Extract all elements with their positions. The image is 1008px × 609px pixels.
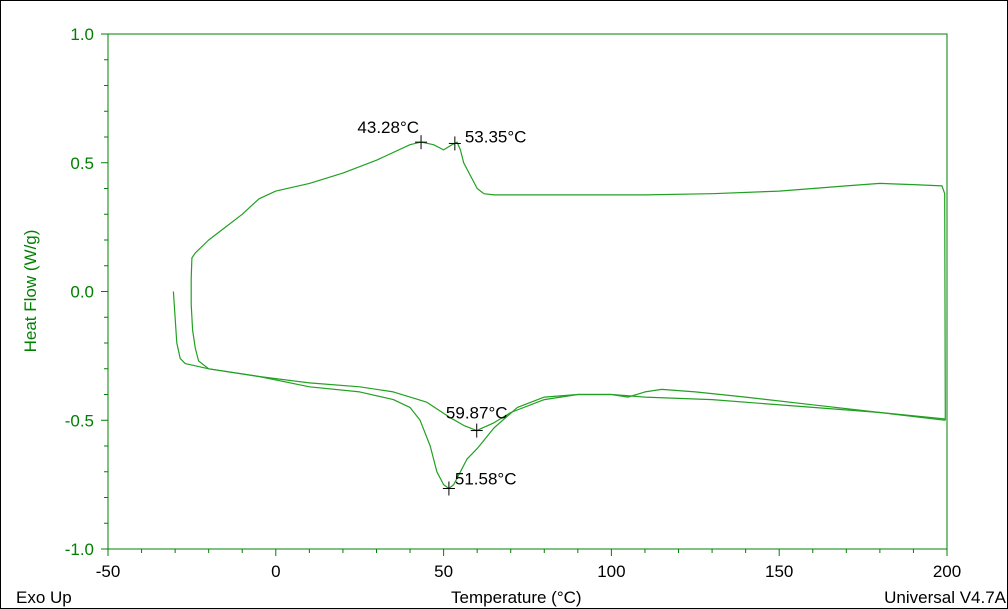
x-tick-label: -50 (96, 562, 121, 581)
peak-label: 59.87°C (446, 404, 508, 423)
x-tick-label: 100 (597, 562, 625, 581)
series-layer (172, 141, 946, 490)
peak-label: 43.28°C (357, 118, 419, 137)
annotation-layer: 43.28°C 53.35°C 59.87°C 51.58°C (357, 118, 527, 496)
series-trace-1 (172, 291, 946, 490)
x-axis-label: Temperature (°C) (451, 588, 582, 607)
y-axis-label: Heat Flow (W/g) (21, 230, 40, 353)
y-tick-label: -0.5 (65, 411, 94, 430)
y-tick-label: 1.0 (70, 25, 94, 44)
x-tick-label: 0 (271, 562, 280, 581)
series-trace-2 (190, 141, 946, 432)
plot-border (107, 33, 948, 550)
y-tick-label: 0.5 (70, 154, 94, 173)
y-tick-label: -1.0 (65, 540, 94, 559)
y-tick-label: 0.0 (70, 283, 94, 302)
peak-label: 53.35°C (465, 127, 527, 146)
peak-label: 51.58°C (455, 469, 517, 488)
exo-direction-label: Exo Up (16, 588, 72, 607)
software-version-label: Universal V4.7A (884, 588, 1006, 607)
x-tick-label: 200 (933, 562, 961, 581)
axes-layer: -50 0 50 100 150 200 1.0 0.5 0.0 -0.5 -1.0 (65, 25, 961, 581)
x-tick-label: 50 (434, 562, 453, 581)
x-tick-label: 150 (765, 562, 793, 581)
